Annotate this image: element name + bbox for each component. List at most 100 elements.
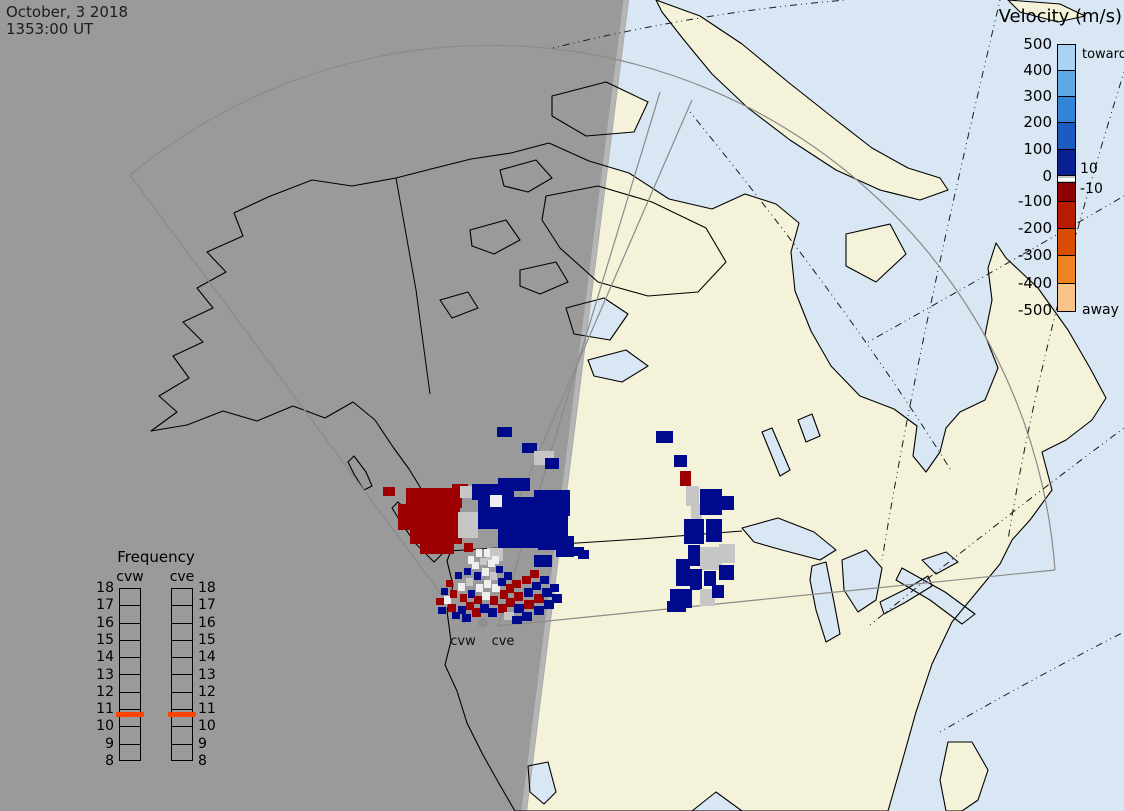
scatter-cell bbox=[514, 604, 524, 613]
velocity-scatter-layer bbox=[383, 427, 735, 624]
frequency-cell bbox=[120, 727, 140, 745]
frequency-tick-label: 13 bbox=[96, 666, 114, 683]
scatter-cell bbox=[474, 572, 481, 580]
frequency-tick-label: 12 bbox=[96, 683, 114, 700]
scatter-cell bbox=[476, 584, 483, 592]
scatter-cell bbox=[542, 588, 552, 597]
radar-site-dot bbox=[478, 618, 488, 628]
scatter-cell bbox=[524, 588, 533, 597]
scatter-cell bbox=[420, 542, 454, 554]
scatter-cell bbox=[497, 427, 512, 437]
scatter-cell bbox=[504, 572, 512, 580]
scatter-cell bbox=[688, 545, 700, 566]
frequency-cell bbox=[172, 710, 192, 728]
scatter-cell bbox=[667, 601, 686, 612]
scatter-cell bbox=[544, 600, 554, 609]
frequency-marker-cvw bbox=[116, 712, 144, 717]
frequency-cell bbox=[172, 675, 192, 693]
scatter-cell bbox=[534, 555, 552, 567]
scatter-cell bbox=[452, 612, 460, 619]
toward-label: toward bbox=[1082, 47, 1124, 62]
scatter-cell bbox=[410, 526, 462, 544]
scatter-cell bbox=[680, 471, 691, 486]
frequency-cell bbox=[120, 624, 140, 641]
scatter-cell bbox=[458, 583, 465, 591]
frequency-tick-label: 10 bbox=[198, 718, 216, 735]
scatter-cell bbox=[700, 489, 722, 515]
frequency-legend-title: Frequency bbox=[117, 548, 195, 566]
colorbar-segment bbox=[1058, 229, 1075, 256]
scatter-cell bbox=[490, 495, 502, 507]
colorbar-tick-label: -200 bbox=[1017, 219, 1052, 237]
scatter-cell bbox=[464, 543, 473, 552]
colorbar-tick-label: 0 bbox=[1042, 167, 1052, 185]
scatter-cell bbox=[436, 598, 444, 605]
scatter-cell bbox=[722, 496, 734, 510]
scatter-cell bbox=[398, 504, 460, 530]
scatter-cell bbox=[468, 556, 474, 564]
scatter-cell bbox=[578, 550, 589, 559]
scatter-cell bbox=[496, 566, 503, 573]
scatter-cell bbox=[719, 544, 735, 563]
fov-outer-arc bbox=[129, 44, 1056, 571]
scatter-cell bbox=[460, 594, 467, 602]
colorbar-segment bbox=[1058, 183, 1075, 202]
scatter-cell bbox=[383, 487, 395, 496]
scatter-cell bbox=[498, 528, 540, 548]
frequency-cell bbox=[120, 606, 140, 624]
scatter-cell bbox=[534, 594, 544, 603]
away-label: away bbox=[1082, 302, 1119, 318]
scatter-cell bbox=[550, 584, 559, 592]
colorbar-tick-label: -500 bbox=[1017, 301, 1052, 319]
scatter-cell bbox=[530, 570, 539, 578]
scatter-cell bbox=[446, 580, 453, 587]
fov-west-edge bbox=[129, 174, 465, 626]
scatter-cell bbox=[700, 547, 722, 570]
colorbar-segment bbox=[1058, 284, 1075, 311]
scatter-cell bbox=[506, 584, 514, 593]
frequency-tick-label: 9 bbox=[198, 735, 207, 752]
scatter-cell bbox=[472, 608, 481, 617]
scatter-cell bbox=[522, 612, 532, 621]
scatter-cell bbox=[462, 614, 471, 622]
colorbar-title: Velocity (m/s) bbox=[998, 6, 1122, 27]
frequency-cell bbox=[172, 658, 192, 676]
scatter-cell bbox=[700, 589, 715, 606]
colorbar-tick-label: 400 bbox=[1023, 61, 1052, 79]
scatter-cell bbox=[490, 596, 498, 605]
frequency-tick-label: 16 bbox=[96, 614, 114, 631]
frequency-cell bbox=[120, 658, 140, 676]
colorbar-tick-label: -10 bbox=[1080, 181, 1103, 197]
scatter-cell bbox=[448, 604, 456, 612]
map-label-cvw: cvw bbox=[450, 634, 476, 649]
frequency-cell bbox=[120, 710, 140, 728]
scatter-cell bbox=[684, 519, 704, 544]
colorbar-segment bbox=[1058, 123, 1075, 150]
scatter-cell bbox=[504, 612, 514, 620]
velocity-colorbar bbox=[1057, 44, 1076, 312]
frequency-cell bbox=[120, 589, 140, 607]
frequency-cell bbox=[120, 675, 140, 693]
date-line: October, 3 2018 bbox=[6, 3, 129, 21]
scatter-cell bbox=[466, 578, 473, 586]
scatter-cell bbox=[482, 592, 490, 600]
frequency-cve-label: cve bbox=[169, 569, 195, 585]
timestamp: October, 3 2018 1353:00 UT bbox=[6, 4, 128, 38]
scatter-cell bbox=[484, 580, 491, 588]
scatter-cell bbox=[492, 584, 500, 592]
scatter-cell bbox=[674, 455, 687, 467]
scatter-cell bbox=[458, 512, 478, 538]
scatter-cell bbox=[466, 602, 474, 610]
scatter-cell bbox=[712, 585, 724, 598]
fov-east-edge bbox=[497, 569, 1056, 627]
colorbar-tick-label: 10 bbox=[1080, 161, 1098, 177]
scatter-cell bbox=[500, 590, 508, 599]
scatter-cell bbox=[560, 536, 574, 546]
magnetic-graticule bbox=[552, 0, 1124, 733]
scatter-cell bbox=[540, 576, 549, 584]
scatter-cell bbox=[514, 592, 523, 601]
frequency-tick-label: 8 bbox=[198, 753, 207, 769]
scatter-cell bbox=[656, 431, 673, 443]
